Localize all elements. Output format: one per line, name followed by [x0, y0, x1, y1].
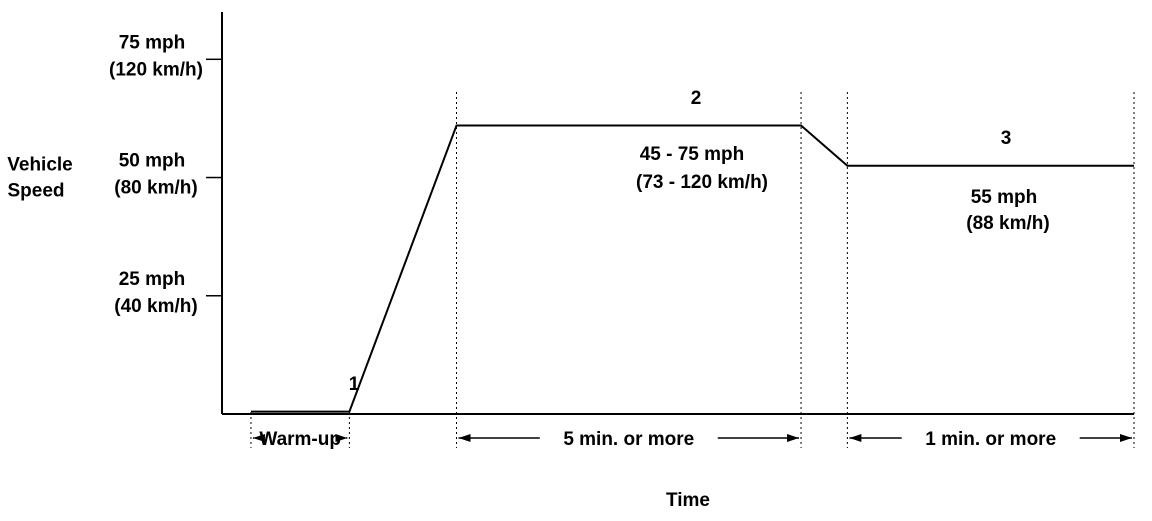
phase-3-speed-label-1: 55 mph [971, 187, 1038, 208]
phase-3-number: 3 [1001, 128, 1012, 149]
chart-labels: 25 mph (40 km/h) 50 mph (80 km/h) 75 mph (120… [7, 32, 1056, 511]
phase-2-speed-label-2: (73 - 120 km/h) [636, 172, 768, 193]
phase-3-speed-label-2: (88 km/h) [966, 213, 1049, 234]
y-axis-title-line-1: Vehicle [7, 155, 73, 176]
phase-markers [250, 92, 1135, 448]
y-axis-title-line-2: Speed [7, 181, 64, 202]
speed-series [250, 124, 1134, 413]
y-tick-label-25: 25 mph [119, 269, 186, 290]
y-tick-sublabel-75: (120 km/h) [109, 59, 203, 80]
phase-1-number: 1 [349, 374, 360, 395]
phase-1-duration-label: Warm-up [259, 429, 341, 450]
phase-2-duration-label: 5 min. or more [563, 429, 694, 450]
y-tick-label-50: 50 mph [119, 151, 186, 172]
phase-3-duration-label: 1 min. or more [925, 429, 1056, 450]
phase-2-speed-label-1: 45 - 75 mph [640, 144, 745, 165]
y-tick-label-75: 75 mph [119, 32, 186, 53]
axes [206, 12, 1134, 415]
speed-line [250, 124, 1134, 413]
y-tick-sublabel-25: (40 km/h) [114, 296, 197, 317]
phase-2-number: 2 [691, 88, 702, 109]
y-tick-sublabel-50: (80 km/h) [114, 178, 197, 199]
x-axis-title: Time [666, 490, 710, 511]
